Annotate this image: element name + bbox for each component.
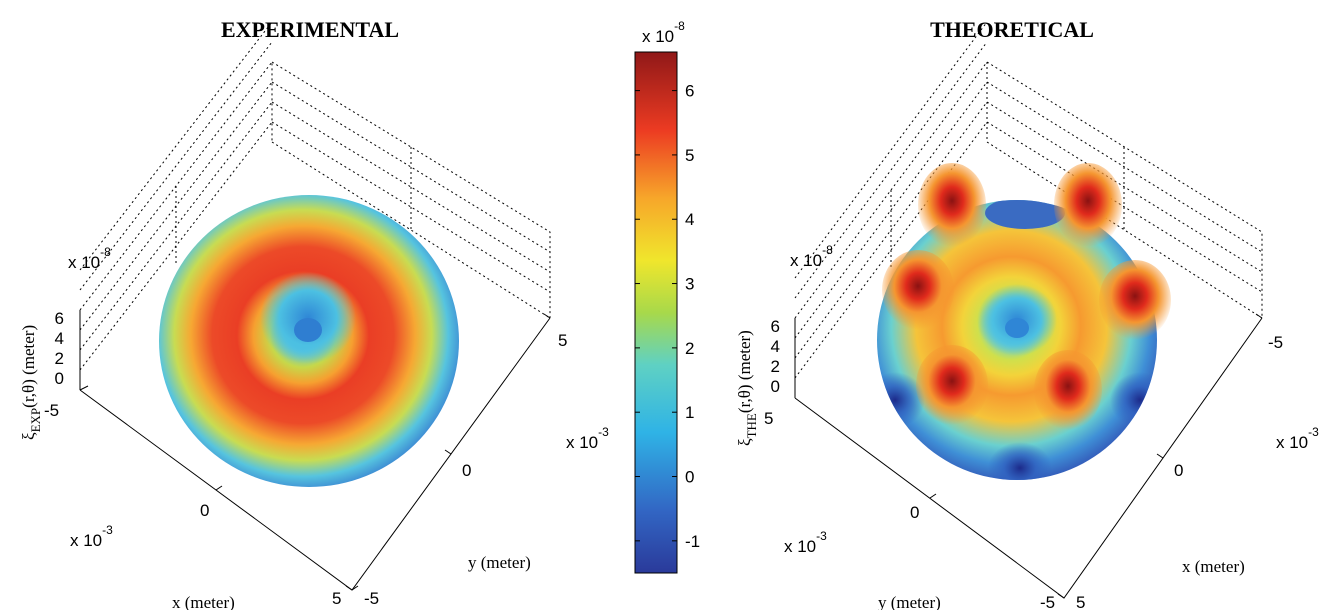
theoretical-surface <box>877 163 1171 480</box>
colorbar-tick-label: 5 <box>685 146 694 165</box>
tick-label: 5 <box>332 589 341 608</box>
colorbar: x 10-8 -1 0 1 2 3 4 5 6 <box>634 19 700 574</box>
tick-label: 0 <box>462 461 471 480</box>
theoretical-grid <box>794 21 1263 398</box>
experimental-panel: EXPERIMENTAL <box>19 17 609 610</box>
x-axis-label: x (meter) <box>1182 557 1245 576</box>
experimental-grid <box>79 21 551 390</box>
tick-label: 2 <box>55 349 64 368</box>
tick-label: 2 <box>771 357 780 376</box>
colorbar-tick-label: 2 <box>685 339 694 358</box>
colorbar-gradient <box>634 51 678 574</box>
colorbar-tick-label: 1 <box>685 403 694 422</box>
colorbar-exponent: x 10-8 <box>642 19 685 46</box>
colorbar-tick-label: 3 <box>685 275 694 294</box>
tick-label: 6 <box>771 317 780 336</box>
colorbar-tick-label: 4 <box>685 210 694 229</box>
y-axis-label: y (meter) <box>878 593 941 610</box>
z-axis-label: ξEXP(r,θ) (meter) <box>19 325 43 440</box>
theoretical-ticks: 5 0 -5 5 0 -5 0 2 4 6 <box>764 317 1283 610</box>
tick-label: 4 <box>771 337 780 356</box>
tick-label: -5 <box>1268 333 1283 352</box>
tick-label: 6 <box>55 309 64 328</box>
experimental-axes <box>79 310 551 591</box>
y-exponent-label: x 10-3 <box>566 425 609 452</box>
z-axis-label: ξTHE(r,θ) (meter) <box>735 330 759 446</box>
tick-label: 5 <box>1076 593 1085 610</box>
tick-label: 4 <box>55 329 64 348</box>
tick-label: 0 <box>1174 461 1183 480</box>
tick-label: 0 <box>910 503 919 522</box>
tick-label: -5 <box>364 589 379 608</box>
colorbar-tick-label: -1 <box>685 532 700 551</box>
colorbar-tick-label: 0 <box>685 468 694 487</box>
theoretical-axes <box>794 313 1263 599</box>
z-exponent-label: x 10-8 <box>790 243 833 270</box>
tick-label: 0 <box>200 501 209 520</box>
panel-title-experimental: EXPERIMENTAL <box>221 17 399 42</box>
x-exponent-label: x 10-3 <box>784 529 827 556</box>
tick-label: 5 <box>558 331 567 350</box>
y-exponent-label: x 10-3 <box>1276 425 1319 452</box>
x-exponent-label: x 10-3 <box>70 523 113 550</box>
experimental-surface <box>159 195 459 487</box>
z-exponent-label: x 10-8 <box>68 245 111 272</box>
colorbar-tick-label: 6 <box>685 82 694 101</box>
colorbar-ticks: -1 0 1 2 3 4 5 6 <box>635 82 700 551</box>
experimental-ticks: -5 0 5 -5 0 5 0 2 4 6 <box>44 309 567 608</box>
y-axis-label: y (meter) <box>468 553 531 572</box>
tick-label: -5 <box>44 401 59 420</box>
theoretical-panel: THEORETICAL <box>735 17 1319 610</box>
x-axis-label: x (meter) <box>172 593 235 610</box>
tick-label: 0 <box>771 377 780 396</box>
panel-title-theoretical: THEORETICAL <box>930 17 1094 42</box>
tick-label: 5 <box>764 409 773 428</box>
tick-label: -5 <box>1040 593 1055 610</box>
tick-label: 0 <box>55 369 64 388</box>
